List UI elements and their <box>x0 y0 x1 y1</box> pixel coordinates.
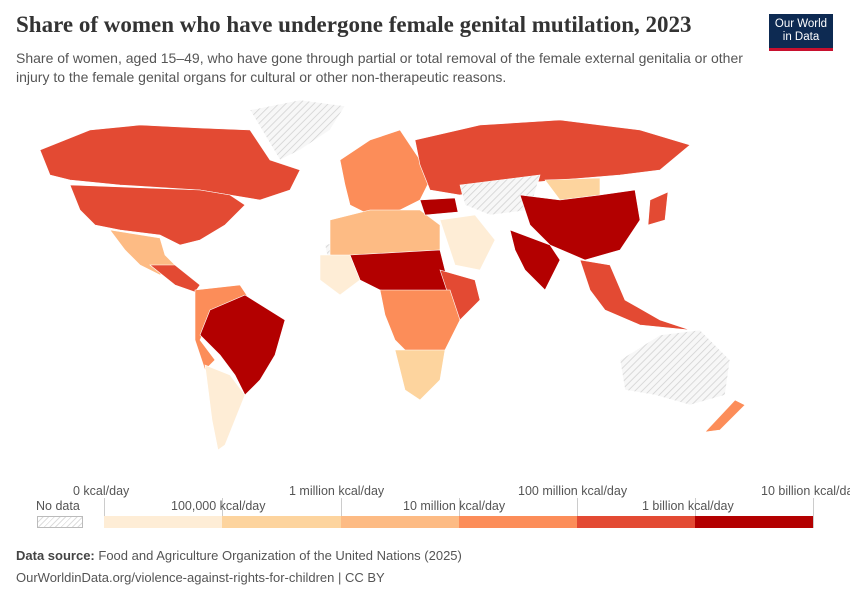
region-central-asia[interactable] <box>459 174 541 216</box>
legend-no-data-swatch[interactable] <box>37 516 83 528</box>
data-source: Data source: Food and Agriculture Organi… <box>16 548 462 563</box>
legend-bin-4[interactable] <box>459 516 577 528</box>
region-sahel[interactable] <box>349 249 451 296</box>
region-middle-east[interactable] <box>439 214 496 271</box>
legend-bin-3[interactable] <box>341 516 459 528</box>
region-argentina[interactable] <box>204 364 246 451</box>
legend-bin-6[interactable] <box>695 516 813 528</box>
legend-label-4: 100 million kcal/day <box>518 484 628 498</box>
region-central-america[interactable] <box>149 264 201 293</box>
legend-label-1: 100,000 kcal/day <box>171 499 266 513</box>
region-new-zealand[interactable] <box>704 399 746 433</box>
region-china[interactable] <box>519 189 641 261</box>
source-text: Food and Agriculture Organization of the… <box>98 548 462 563</box>
region-greenland[interactable] <box>249 99 346 161</box>
legend-label-2: 1 million kcal/day <box>289 484 385 498</box>
legend-label-5: 1 billion kcal/day <box>642 499 734 513</box>
region-turkey[interactable] <box>419 197 459 216</box>
region-canada[interactable] <box>39 124 301 201</box>
legend-label-0: 0 kcal/day <box>73 484 130 498</box>
legend-label-3: 10 million kcal/day <box>403 499 506 513</box>
world-map[interactable] <box>0 90 850 490</box>
legend-no-data-label: No data <box>36 499 80 513</box>
legend-bin-2[interactable] <box>222 516 341 528</box>
region-india[interactable] <box>509 229 561 291</box>
region-australia[interactable] <box>619 329 731 406</box>
region-west-africa[interactable] <box>319 254 361 296</box>
chart-title: Share of women who have undergone female… <box>16 12 692 37</box>
legend-bin-1[interactable] <box>104 516 222 528</box>
region-japan[interactable] <box>647 191 669 226</box>
chart-subtitle: Share of women, aged 15–49, who have gon… <box>16 50 743 85</box>
url-license[interactable]: OurWorldinData.org/violence-against-righ… <box>16 570 385 585</box>
source-label: Data source: <box>16 548 95 563</box>
legend-bin-5[interactable] <box>577 516 695 528</box>
region-russia[interactable] <box>414 119 691 196</box>
legend-label-6: 10 billion kcal/day <box>761 484 850 498</box>
region-southeast-asia[interactable] <box>579 259 691 331</box>
region-southern-africa[interactable] <box>394 349 446 401</box>
owid-logo[interactable]: Our World in Data <box>769 14 833 51</box>
region-central-africa[interactable] <box>379 289 461 361</box>
region-brazil[interactable] <box>199 294 286 396</box>
region-usa[interactable] <box>69 184 246 246</box>
